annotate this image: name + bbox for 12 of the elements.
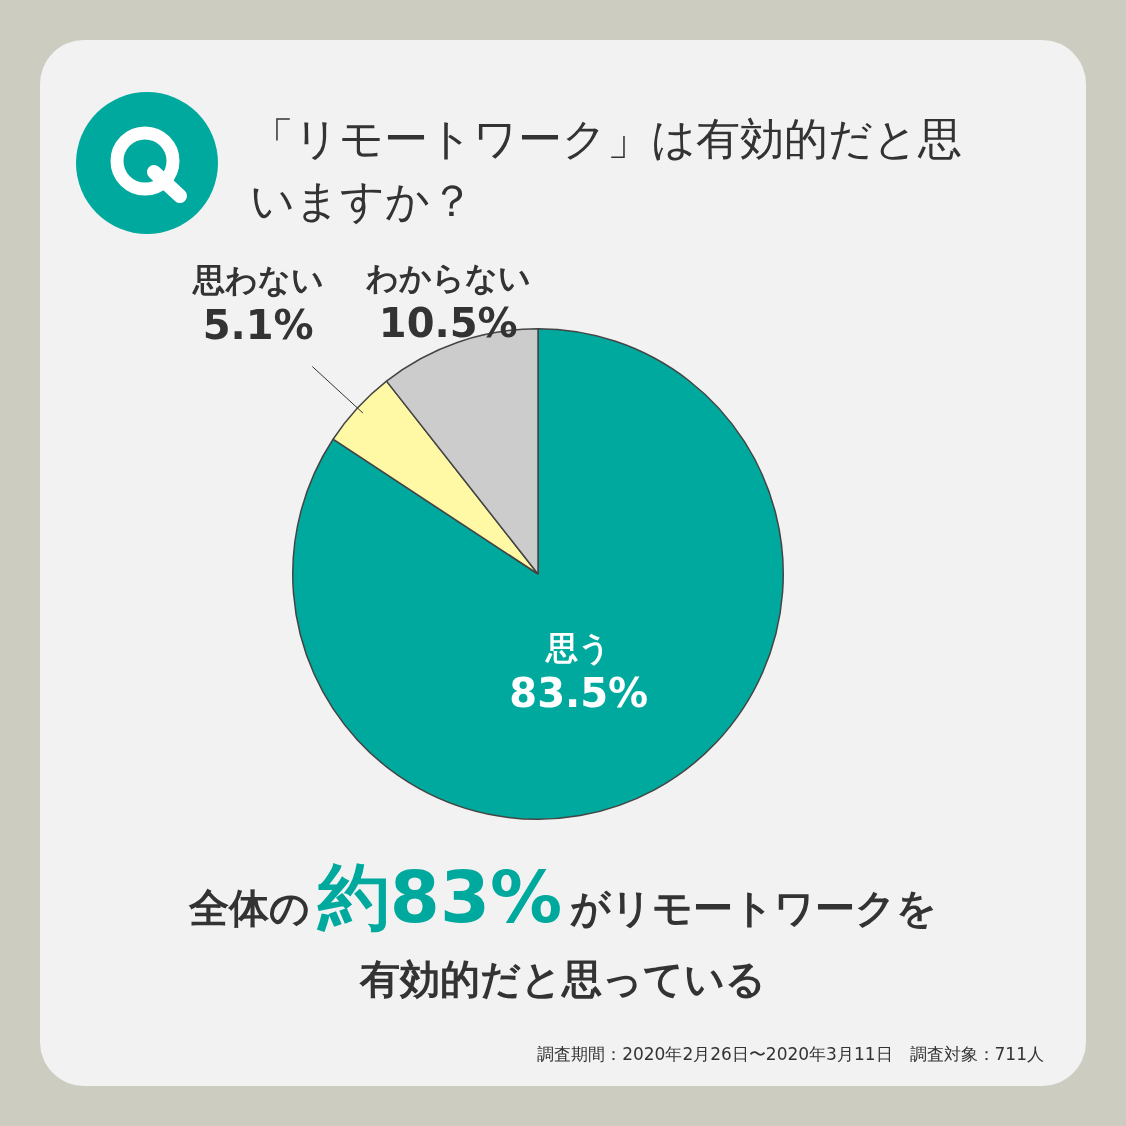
slice-label: 思う xyxy=(545,628,612,667)
text: 調査期間：2020年2月26日〜2020年3月11日 調査対象：711人 xyxy=(537,1043,1044,1066)
slice-label: わからない xyxy=(365,258,531,297)
data-label: 10.5% xyxy=(378,299,518,346)
slice-label: 思わない xyxy=(191,261,324,300)
chart-title: 「リモートワーク」は有効的だと思いますか？ xyxy=(250,112,963,228)
text: 有効的だと思っている xyxy=(358,955,767,1004)
text: がリモートワークを xyxy=(570,885,938,931)
text: 約83% xyxy=(317,855,563,939)
data-label: 5.1% xyxy=(202,302,314,349)
data-label: 83.5% xyxy=(509,669,649,716)
text: 全体の xyxy=(188,885,310,931)
